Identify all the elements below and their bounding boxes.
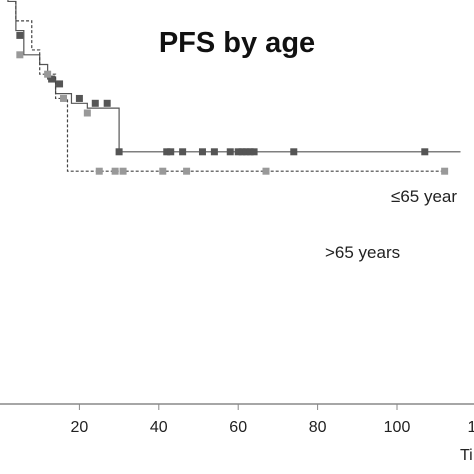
censor-marker-series-0: [290, 148, 298, 156]
censor-marker-series-1: [119, 167, 127, 175]
censor-marker-series-0: [238, 148, 246, 156]
censor-marker-series-0: [103, 99, 111, 107]
x-tick-label: 20: [71, 419, 89, 436]
censor-marker-series-0: [48, 75, 56, 83]
censor-marker-series-1: [60, 94, 68, 102]
series-label-under65: ≤65 year: [391, 187, 457, 206]
censor-marker-series-0: [163, 148, 171, 156]
censor-marker-series-0: [226, 148, 234, 156]
censor-marker-series-0: [250, 148, 258, 156]
censor-marker-series-0: [210, 148, 218, 156]
censor-marker-series-1: [159, 167, 167, 175]
censor-marker-series-1: [83, 109, 91, 117]
censor-marker-series-1: [111, 167, 119, 175]
series-label-over65: >65 years: [325, 243, 400, 262]
censor-marker-series-1: [183, 167, 191, 175]
censor-marker-series-1: [262, 167, 270, 175]
censor-marker-series-0: [198, 148, 206, 156]
censor-marker-series-1: [44, 70, 52, 78]
censor-marker-series-0: [246, 148, 254, 156]
censor-marker-series-0: [167, 148, 175, 156]
censor-marker-series-0: [179, 148, 187, 156]
censor-marker-series-0: [115, 148, 123, 156]
censor-marker-series-0: [16, 31, 24, 39]
x-tick-label: 12: [468, 419, 474, 436]
censor-marker-series-1: [441, 167, 449, 175]
censor-marker-series-0: [56, 80, 64, 88]
censor-marker-series-0: [242, 148, 250, 156]
x-axis-label: Ti: [460, 447, 473, 464]
censor-marker-series-1: [95, 167, 103, 175]
censor-marker-series-0: [91, 99, 99, 107]
censor-marker-series-0: [421, 148, 429, 156]
x-tick-label: 80: [309, 419, 327, 436]
censor-marker-series-1: [16, 51, 24, 59]
censor-marker-series-0: [75, 94, 83, 102]
chart-title: PFS by age: [159, 27, 315, 59]
x-tick-label: 100: [384, 419, 411, 436]
x-tick-label: 40: [150, 419, 168, 436]
series-line-0: [7, 0, 461, 153]
censor-marker-series-0: [234, 148, 242, 156]
x-tick-label: 60: [229, 419, 247, 436]
series-line-1: [15, 0, 445, 172]
